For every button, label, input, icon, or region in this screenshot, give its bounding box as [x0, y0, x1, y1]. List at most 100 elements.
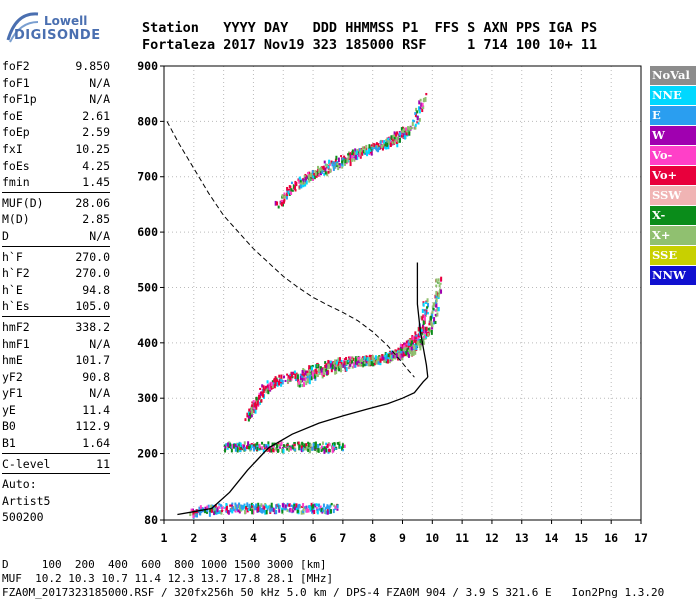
data-point — [298, 445, 301, 451]
data-point — [280, 202, 283, 207]
data-point — [341, 164, 344, 169]
header-line2: Fortaleza 2017 Nov19 323 185000 RSF 1 71… — [142, 37, 598, 53]
param-row-fxi: fxI 10.25 — [2, 141, 110, 158]
data-point — [393, 131, 396, 135]
data-point — [270, 382, 273, 386]
data-point — [281, 194, 284, 198]
data-point — [277, 503, 280, 507]
data-point — [286, 509, 289, 512]
data-point — [257, 502, 260, 507]
data-point — [387, 356, 390, 360]
data-point — [316, 165, 319, 169]
data-point — [225, 443, 228, 447]
data-point — [196, 512, 199, 518]
data-point — [278, 509, 281, 513]
data-point — [289, 376, 292, 380]
data-point — [387, 144, 390, 150]
logo-line1: Lowell — [44, 14, 88, 28]
data-point — [213, 507, 216, 511]
data-point — [338, 357, 341, 361]
data-point — [366, 357, 369, 361]
data-point — [281, 448, 284, 453]
data-point — [430, 320, 433, 326]
legend-item-nnw: NNW — [650, 266, 696, 285]
data-point — [288, 379, 291, 382]
data-point — [392, 354, 395, 359]
data-point — [288, 503, 291, 507]
data-point — [275, 509, 278, 515]
data-point — [408, 128, 411, 134]
data-point — [189, 511, 192, 517]
param-name: hmF1 — [2, 336, 30, 351]
data-point — [398, 349, 401, 352]
data-point — [300, 447, 303, 453]
data-point — [321, 507, 324, 512]
data-point — [279, 446, 282, 449]
data-point — [311, 364, 314, 368]
data-point — [207, 504, 210, 508]
data-point — [290, 371, 293, 375]
data-point — [227, 442, 230, 447]
data-point — [315, 448, 318, 453]
data-point — [307, 174, 310, 177]
data-point — [256, 446, 259, 451]
data-point — [290, 508, 293, 513]
data-point — [435, 295, 438, 299]
data-point — [240, 504, 243, 510]
data-point — [294, 185, 297, 190]
data-point — [298, 444, 301, 448]
data-point — [331, 448, 334, 453]
data-point — [363, 152, 366, 155]
data-point — [407, 344, 410, 350]
data-point — [408, 131, 411, 136]
data-point — [261, 391, 264, 397]
data-point — [335, 362, 338, 368]
x-tick-label: 15 — [574, 531, 588, 545]
data-point — [297, 379, 300, 383]
data-point — [406, 341, 409, 346]
data-point — [395, 351, 398, 355]
param-name: h`Es — [2, 299, 30, 314]
data-point — [236, 447, 239, 451]
data-point — [295, 182, 298, 186]
data-point — [354, 358, 357, 363]
data-point — [250, 502, 253, 507]
series-o-trace-f-vo- — [244, 298, 430, 422]
data-point — [427, 332, 430, 338]
data-point — [337, 442, 340, 445]
data-point — [353, 361, 356, 365]
data-point — [309, 443, 312, 447]
data-point — [283, 375, 286, 379]
data-point — [326, 171, 329, 177]
data-point — [298, 380, 301, 385]
data-point — [404, 346, 407, 350]
data-point — [403, 347, 406, 352]
data-point — [261, 446, 264, 450]
param-row-foe: foE 2.61 — [2, 108, 110, 125]
data-point — [371, 147, 374, 150]
data-point — [417, 122, 420, 125]
data-point — [325, 510, 328, 515]
series-2f-x-trace — [298, 92, 428, 190]
data-point — [420, 102, 423, 107]
data-point — [325, 506, 328, 510]
data-point — [388, 359, 391, 364]
separator — [2, 473, 110, 475]
data-point — [360, 150, 363, 155]
data-point — [243, 444, 246, 449]
data-point — [275, 504, 278, 509]
data-point — [376, 145, 379, 149]
data-point — [255, 443, 258, 449]
data-point — [401, 344, 404, 347]
data-point — [210, 504, 213, 508]
data-point — [206, 508, 209, 513]
param-name: h`F — [2, 249, 23, 264]
data-point — [331, 364, 334, 370]
data-point — [255, 396, 258, 401]
data-point — [362, 362, 365, 367]
data-point — [254, 446, 257, 450]
data-point — [263, 506, 266, 510]
param-row-hmf2: hmF2 338.2 — [2, 319, 110, 336]
data-point — [246, 508, 249, 513]
x-tick-label: 3 — [220, 531, 227, 545]
